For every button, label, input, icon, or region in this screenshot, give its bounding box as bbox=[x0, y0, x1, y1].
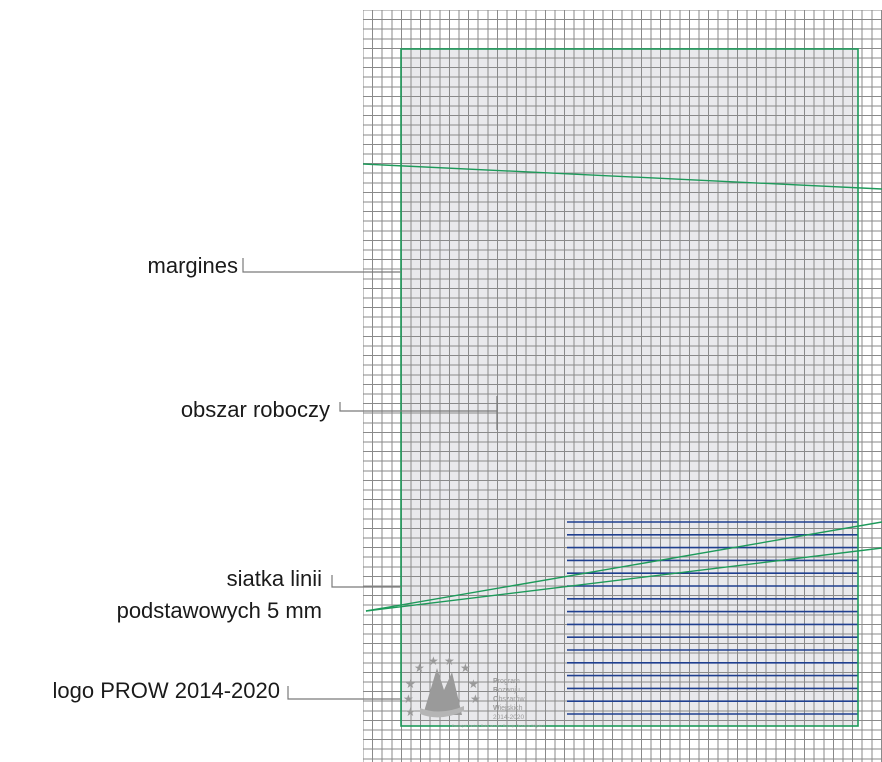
label-siatka-linii: siatka linii bbox=[226, 566, 322, 591]
svg-text:Obszarów: Obszarów bbox=[493, 696, 525, 703]
logo-word-2-rest: ozwoju bbox=[498, 687, 520, 694]
diagonal-guide-lower-2 bbox=[365, 547, 882, 612]
logo-word-4-rest: iejskich bbox=[500, 705, 523, 712]
svg-text:★: ★ bbox=[470, 692, 481, 706]
svg-text:Wiejskich: Wiejskich bbox=[493, 705, 523, 712]
logo-prow: ★ ★ ★ ★ ★ ★ ★ ★ ★ Program Rozwoju Obszar… bbox=[403, 654, 545, 728]
logo-tagline: Europejski Fundusz Rolny na rzecz Rozwoj… bbox=[452, 724, 545, 728]
label-margines: margines bbox=[147, 253, 238, 278]
baseline-grid bbox=[567, 521, 858, 715]
svg-text:★: ★ bbox=[444, 654, 455, 668]
logo-years: 2014-2020 bbox=[493, 714, 524, 721]
svg-text:Program: Program bbox=[493, 678, 520, 685]
label-podstawowych: podstawowych 5 mm bbox=[116, 598, 322, 623]
leader-logo bbox=[287, 686, 401, 700]
logo-word-2-initial: R bbox=[493, 687, 498, 694]
svg-text:★: ★ bbox=[460, 661, 471, 675]
svg-text:Rozwoju: Rozwoju bbox=[493, 687, 520, 694]
diagonal-guide-top bbox=[362, 163, 882, 190]
leader-margines bbox=[242, 258, 401, 273]
label-logo: logo PROW 2014-2020 bbox=[52, 678, 280, 703]
logo-word-4-initial: W bbox=[493, 705, 500, 712]
diagonal-guides bbox=[362, 163, 882, 612]
logo-word-1-rest: rogram bbox=[498, 678, 520, 685]
svg-text:★: ★ bbox=[428, 654, 439, 668]
svg-text:★: ★ bbox=[403, 692, 414, 706]
prow-stars-emblem-icon: ★ ★ ★ ★ ★ ★ ★ ★ ★ bbox=[403, 654, 481, 719]
logo-word-1-initial: P bbox=[493, 678, 498, 685]
svg-text:★: ★ bbox=[405, 677, 416, 691]
logo-word-3-initial: O bbox=[493, 696, 499, 703]
svg-text:★: ★ bbox=[405, 705, 416, 719]
svg-text:★: ★ bbox=[468, 677, 479, 691]
leader-siatka-linii bbox=[331, 575, 401, 588]
work-area bbox=[401, 49, 858, 726]
diagonal-guide-lower-1 bbox=[365, 521, 882, 612]
margin-frame bbox=[400, 48, 859, 727]
leader-lines bbox=[242, 258, 498, 700]
leader-obszar-roboczy bbox=[339, 402, 497, 412]
label-obszar-roboczy: obszar roboczy bbox=[180, 397, 330, 422]
svg-text:★: ★ bbox=[414, 661, 425, 675]
logo-word-3-rest: bszarów bbox=[498, 696, 525, 703]
